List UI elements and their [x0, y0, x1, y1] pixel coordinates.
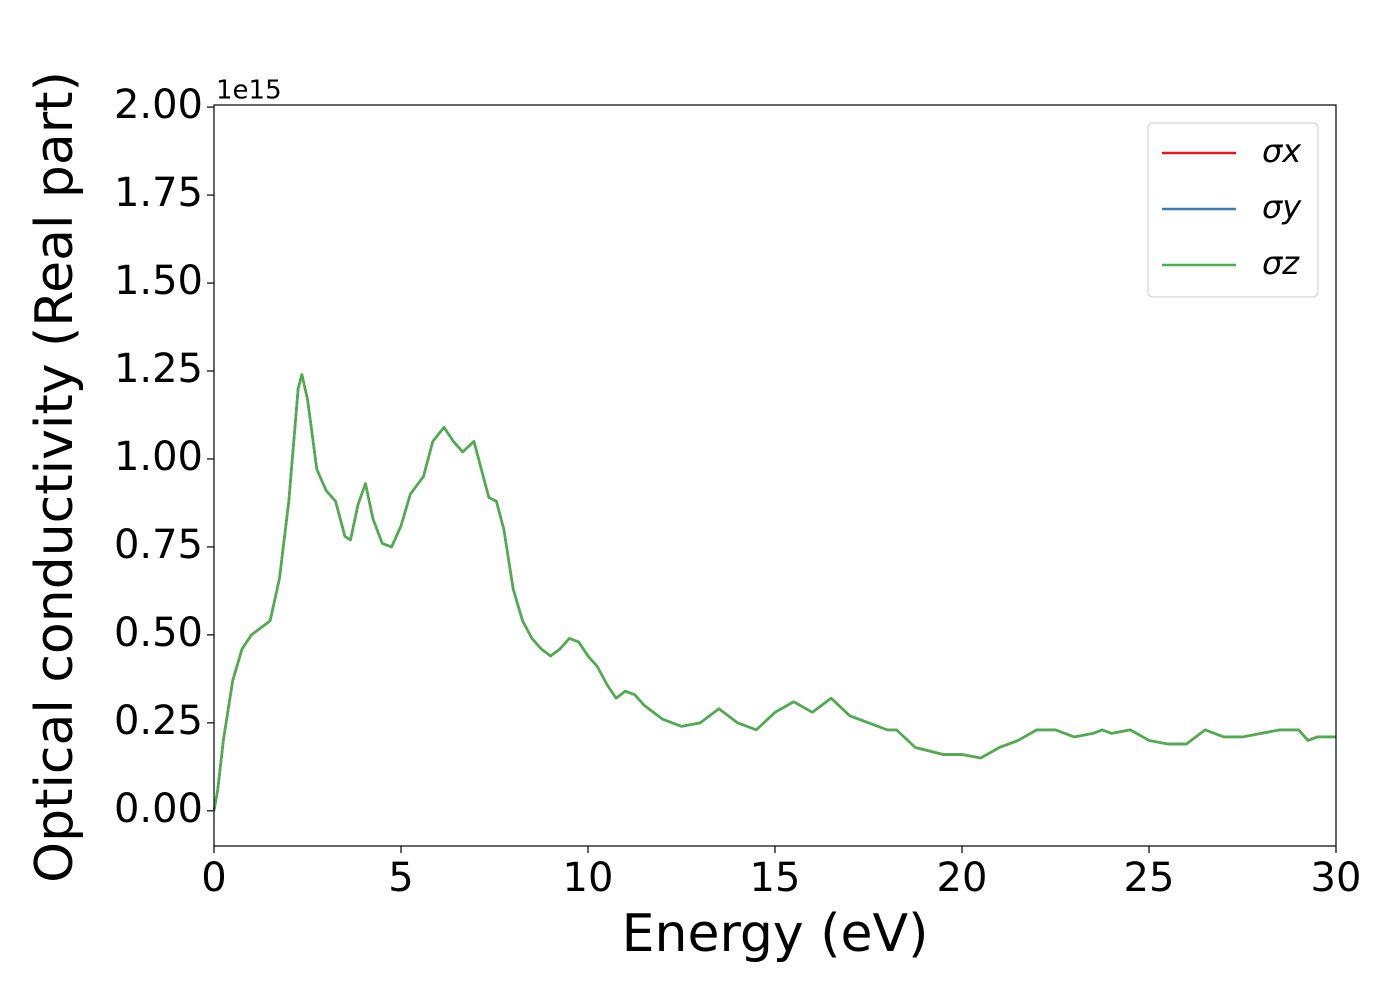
x-tick-label: 15: [750, 855, 801, 901]
x-tick-label: 0: [201, 855, 226, 901]
y-tick-label: 1.25: [114, 346, 203, 392]
y-axis-label: Optical conductivity (Real part): [25, 71, 85, 883]
x-tick-label: 25: [1124, 855, 1175, 901]
x-tick-label: 5: [388, 855, 413, 901]
x-tick-label: 30: [1311, 855, 1362, 901]
y-tick-label: 0.25: [114, 698, 203, 744]
offset-text: 1e15: [216, 76, 282, 106]
legend-label: σz: [1262, 244, 1300, 282]
x-axis-label: Energy (eV): [622, 904, 929, 964]
plot-frame: [213, 104, 1337, 847]
series-line: [212, 373, 1336, 812]
y-tick-label: 0.75: [114, 522, 203, 568]
legend-label: σx: [1262, 132, 1302, 170]
x-tick-label: 10: [563, 855, 614, 901]
y-tick-label: 1.50: [114, 258, 203, 304]
y-tick-label: 1.00: [114, 434, 203, 480]
y-tick-label: 0.00: [114, 786, 203, 832]
y-tick-label: 1.75: [114, 170, 203, 216]
legend-label: σy: [1262, 188, 1302, 226]
y-tick-label: 2.00: [114, 82, 203, 128]
x-tick-label: 20: [937, 855, 988, 901]
y-tick-label: 0.50: [114, 610, 203, 656]
